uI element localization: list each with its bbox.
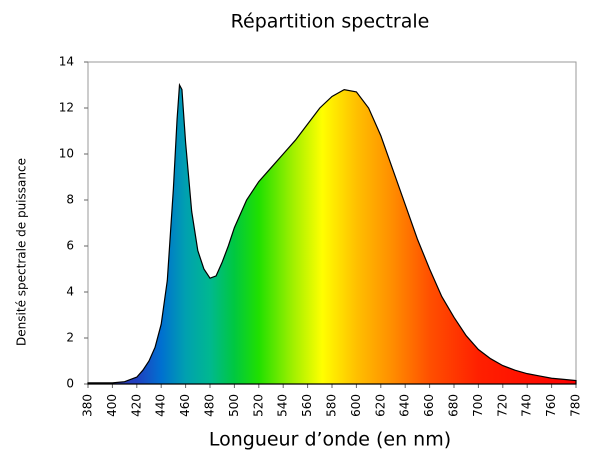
x-tick-label: 700: [471, 394, 485, 417]
x-tick-label: 760: [544, 394, 558, 417]
y-tick-label: 8: [66, 193, 74, 207]
x-tick-label: 400: [105, 394, 119, 417]
y-tick-label: 6: [66, 239, 74, 253]
y-tick-label: 2: [66, 331, 74, 345]
x-tick-label: 480: [203, 394, 217, 417]
x-tick-label: 720: [495, 394, 509, 417]
y-tick-label: 12: [59, 101, 74, 115]
x-tick-label: 560: [300, 394, 314, 417]
y-tick-label: 4: [66, 285, 74, 299]
x-tick-label: 620: [373, 394, 387, 417]
x-tick-label: 660: [422, 394, 436, 417]
x-tick-label: 640: [398, 394, 412, 417]
x-tick-label: 580: [325, 394, 339, 417]
y-axis-label: Densité spectrale de puissance: [15, 158, 29, 346]
x-tick-label: 680: [447, 394, 461, 417]
x-tick-label: 740: [520, 394, 534, 417]
x-axis-label: Longueur d’onde (en nm): [209, 429, 451, 451]
x-tick-label: 520: [251, 394, 265, 417]
x-tick-label: 540: [276, 394, 290, 417]
x-tick-label: 460: [178, 394, 192, 417]
x-tick-label: 780: [569, 394, 583, 417]
x-tick-label: 380: [81, 394, 95, 417]
x-tick-label: 420: [129, 394, 143, 417]
y-tick-label: 0: [66, 377, 74, 391]
x-tick-label: 440: [154, 394, 168, 417]
y-tick-label: 14: [59, 55, 74, 69]
x-tick-label: 600: [349, 394, 363, 417]
chart-title: Répartition spectrale: [231, 11, 430, 33]
y-tick-label: 10: [59, 147, 74, 161]
x-tick-label: 500: [227, 394, 241, 417]
spectrum-area: [87, 82, 577, 385]
